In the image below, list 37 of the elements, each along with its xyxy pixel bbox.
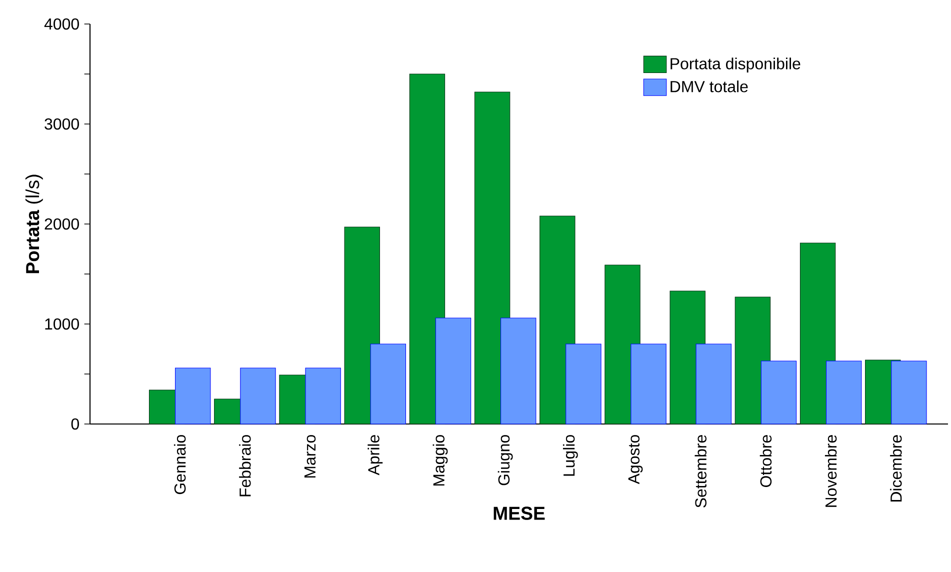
bar <box>566 344 602 424</box>
y-tick-label: 2000 <box>44 218 79 230</box>
bar <box>474 92 510 424</box>
bar <box>344 226 380 424</box>
x-tick-label: Ottobre <box>760 435 772 487</box>
bar <box>500 318 536 424</box>
bar <box>370 344 406 424</box>
x-tick-label: Febbraio <box>239 435 251 496</box>
x-tick-label: Maggio <box>432 435 448 486</box>
bar <box>800 242 836 424</box>
bar <box>175 368 211 424</box>
bar <box>826 360 862 424</box>
bar <box>305 368 341 424</box>
bar <box>630 344 666 424</box>
bar <box>409 74 446 424</box>
x-tick-label: Marzo <box>304 435 316 478</box>
x-tick-label: Novembre <box>824 435 837 507</box>
x-tick-label: Agosto <box>628 435 643 484</box>
x-tick-label: Dicembre <box>890 435 902 502</box>
bar <box>435 318 472 424</box>
bar <box>696 344 732 424</box>
y-tick-label: 3000 <box>44 118 79 130</box>
bar <box>760 360 797 424</box>
bar <box>240 368 276 424</box>
y-tick-label: 0 <box>71 418 79 430</box>
y-tick-label: 4000 <box>44 18 79 30</box>
legend-label: DMV totale <box>670 80 748 92</box>
y-tick-label: 1000 <box>45 318 79 330</box>
x-tick-label: Settembre <box>694 435 706 508</box>
bar <box>891 360 927 424</box>
y-axis-title: Portata (l/s) <box>25 174 43 274</box>
x-axis-title: MESE <box>494 506 545 520</box>
x-tick-label: Giugno <box>498 435 513 486</box>
x-tick-label: Aprile <box>368 435 383 476</box>
x-tick-label: Luglio <box>562 435 578 476</box>
legend-label: Portata disponibile <box>670 58 800 73</box>
x-tick-label: Gennaio <box>174 435 186 494</box>
